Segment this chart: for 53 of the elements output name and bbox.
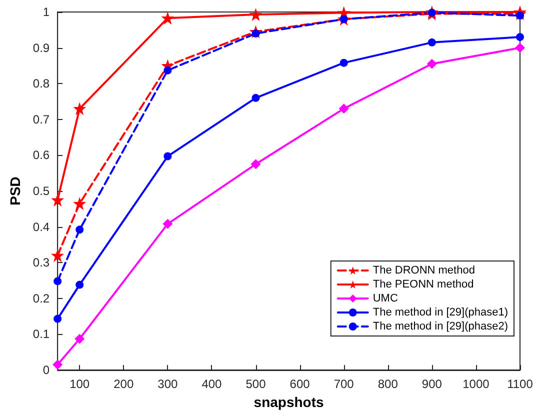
y-tick-label: 0.1: [32, 327, 50, 342]
point: [76, 226, 84, 234]
legend-label: UMC: [372, 292, 398, 304]
legend-label: The method in [29](phase2): [372, 320, 508, 332]
x-tick-label: 400: [202, 377, 222, 391]
x-axis-title: snapshots: [254, 394, 324, 410]
legend-label: The PEONN method: [372, 278, 474, 290]
y-tick-label: 0: [42, 363, 50, 377]
x-tick-label: 1000: [462, 377, 490, 391]
x-tick-label: 200: [114, 377, 134, 391]
point: [74, 334, 85, 344]
point: [340, 15, 348, 24]
point: [76, 280, 84, 289]
point: [249, 8, 262, 22]
y-tick-label: 0.3: [32, 256, 50, 270]
point: [51, 193, 64, 206]
y-tick-label: 0.9: [32, 40, 50, 55]
point: [428, 38, 436, 46]
point: [52, 360, 63, 370]
x-tick-label: 100: [70, 377, 90, 391]
x-tick-label: 900: [422, 377, 442, 391]
y-tick-label: 0.6: [32, 148, 50, 162]
y-tick-label: 0.8: [32, 76, 50, 91]
point: [54, 314, 62, 323]
point: [250, 159, 261, 170]
point: [162, 218, 173, 229]
y-tick-label: 0.5: [32, 184, 50, 198]
point: [516, 33, 524, 42]
point: [426, 58, 437, 69]
point: [252, 94, 260, 102]
point: [73, 102, 86, 116]
x-tick-label: 300: [158, 377, 178, 391]
point: [338, 104, 349, 114]
point: [164, 66, 172, 74]
x-tick-label: 700: [334, 377, 354, 391]
x-tick-label: 1100: [507, 377, 534, 391]
x-tick-label: 600: [290, 377, 310, 391]
point: [515, 42, 525, 53]
legend-label: The DRONN method: [372, 264, 475, 276]
point: [51, 248, 64, 262]
point: [340, 58, 348, 67]
x-tick-label: 500: [246, 377, 266, 391]
y-tick-label: 0.2: [32, 291, 50, 306]
point: [73, 197, 86, 210]
y-tick-label: 0.4: [32, 220, 50, 234]
x-tick-label: 800: [378, 377, 398, 391]
point: [164, 152, 172, 160]
point: [54, 277, 62, 286]
y-tick-label: 0.7: [32, 112, 50, 126]
y-axis-title: PSD: [7, 176, 23, 206]
y-tick-label: 1: [42, 5, 50, 19]
legend-label: The method in [29](phase1): [372, 306, 508, 318]
point: [161, 12, 174, 25]
